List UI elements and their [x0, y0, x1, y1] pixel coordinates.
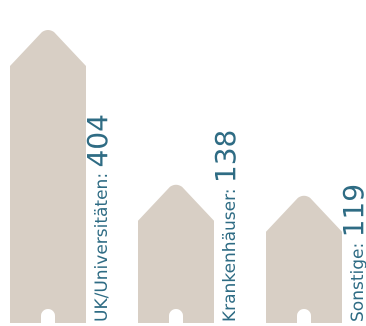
- bar-label-1: UK/Universitäten: 404: [81, 114, 114, 322]
- bar-category-1: UK/Universitäten:: [92, 168, 112, 322]
- house-bar-2: [138, 184, 214, 323]
- house-bar-3: [266, 195, 342, 323]
- bar-category-3: Sonstige:: [348, 237, 366, 322]
- house-bar-1: [10, 30, 86, 323]
- bar-value-2: 138: [209, 130, 242, 183]
- bar-value-3: 119: [337, 184, 366, 237]
- bar-category-2: Krankenhäuser:: [220, 183, 240, 322]
- bar-label-3: Sonstige: 119: [337, 184, 366, 322]
- bar-labels: UK/Universitäten: 404 Krankenhäuser: 138 S…: [81, 114, 366, 322]
- house-bars: [10, 30, 342, 323]
- bar-value-1: 404: [81, 114, 114, 167]
- bar-label-2: Krankenhäuser: 138: [209, 130, 242, 322]
